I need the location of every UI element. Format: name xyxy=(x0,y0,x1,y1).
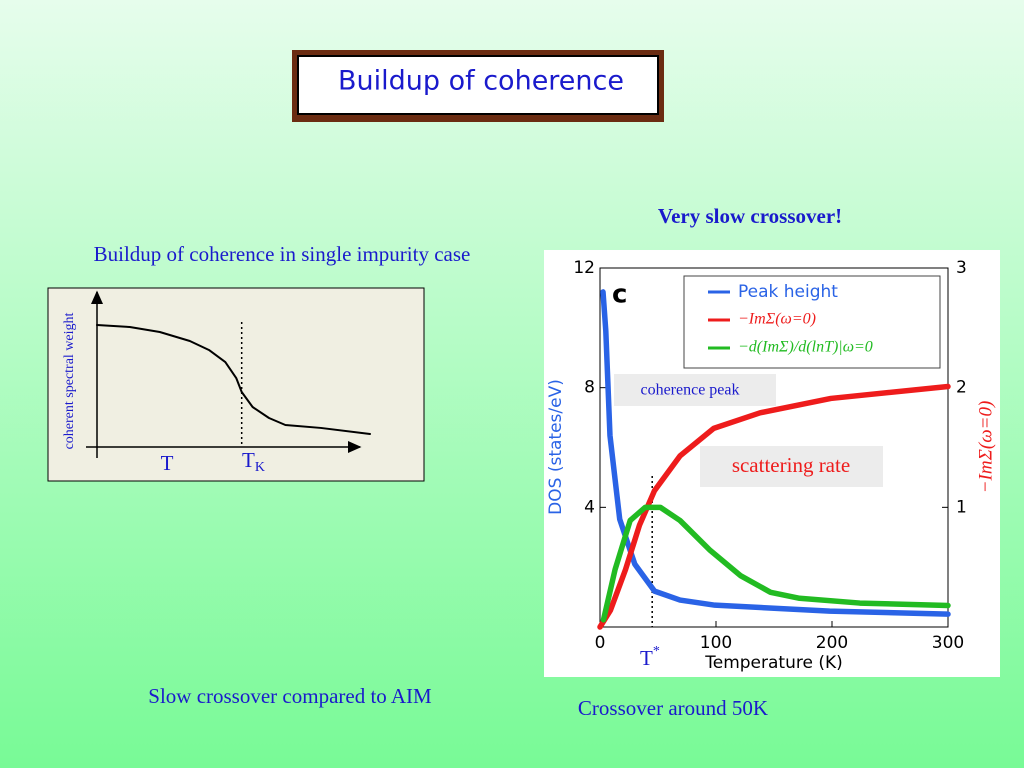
x-tick-label: 100 xyxy=(700,633,732,653)
y-axis-label: DOS (states/eV) xyxy=(546,379,566,515)
y-tick-label: 4 xyxy=(584,497,595,517)
annotation-box xyxy=(614,374,776,406)
x-axis-label: Temperature (K) xyxy=(704,653,843,673)
marker-label-sup: * xyxy=(653,644,660,659)
right-caption: Very slow crossover! xyxy=(658,204,842,228)
legend-label: −d(ImΣ)/d(lnT)|ω=0 xyxy=(738,339,873,356)
marker-label-main: T xyxy=(242,448,255,472)
y2-axis-label: −ImΣ(ω=0) xyxy=(975,401,996,494)
y2-tick-label: 2 xyxy=(956,378,967,398)
plot-frame xyxy=(599,267,949,628)
y-tick-label: 8 xyxy=(584,378,595,398)
annotation: scattering rate xyxy=(732,453,850,477)
series-line xyxy=(600,504,951,623)
panel-label: c xyxy=(612,280,627,310)
y-tick-label: 12 xyxy=(573,258,595,278)
annotation: coherence peak xyxy=(640,382,739,399)
slide-title: Buildup of coherence xyxy=(338,66,624,97)
left-footer: Slow crossover compared to AIM xyxy=(148,684,432,708)
x-tick-label: 0 xyxy=(595,633,606,653)
marker-label-sub: K xyxy=(255,460,265,475)
y-axis-label: coherent spectral weight xyxy=(62,312,77,449)
series-line xyxy=(600,289,951,617)
marker-label: T* xyxy=(640,644,660,670)
y2-tick-label: 1 xyxy=(956,497,967,517)
marker-label-main: T xyxy=(640,646,653,670)
series-line xyxy=(96,324,371,435)
x-axis-label: T xyxy=(161,451,174,475)
y2-tick-label: 3 xyxy=(956,258,967,278)
x-tick-label: 300 xyxy=(932,633,964,653)
annotation-box xyxy=(700,446,883,487)
marker-label: TK xyxy=(242,448,265,475)
title-box xyxy=(297,55,659,115)
left-chart-frame xyxy=(47,287,425,482)
legend-label: −ImΣ(ω=0) xyxy=(738,311,816,328)
series-line xyxy=(597,383,951,630)
x-tick-label: 200 xyxy=(816,633,848,653)
right-footer: Crossover around 50K xyxy=(578,696,768,720)
left-caption: Buildup of coherence in single impurity … xyxy=(94,242,471,266)
legend-label: Peak height xyxy=(738,282,838,302)
